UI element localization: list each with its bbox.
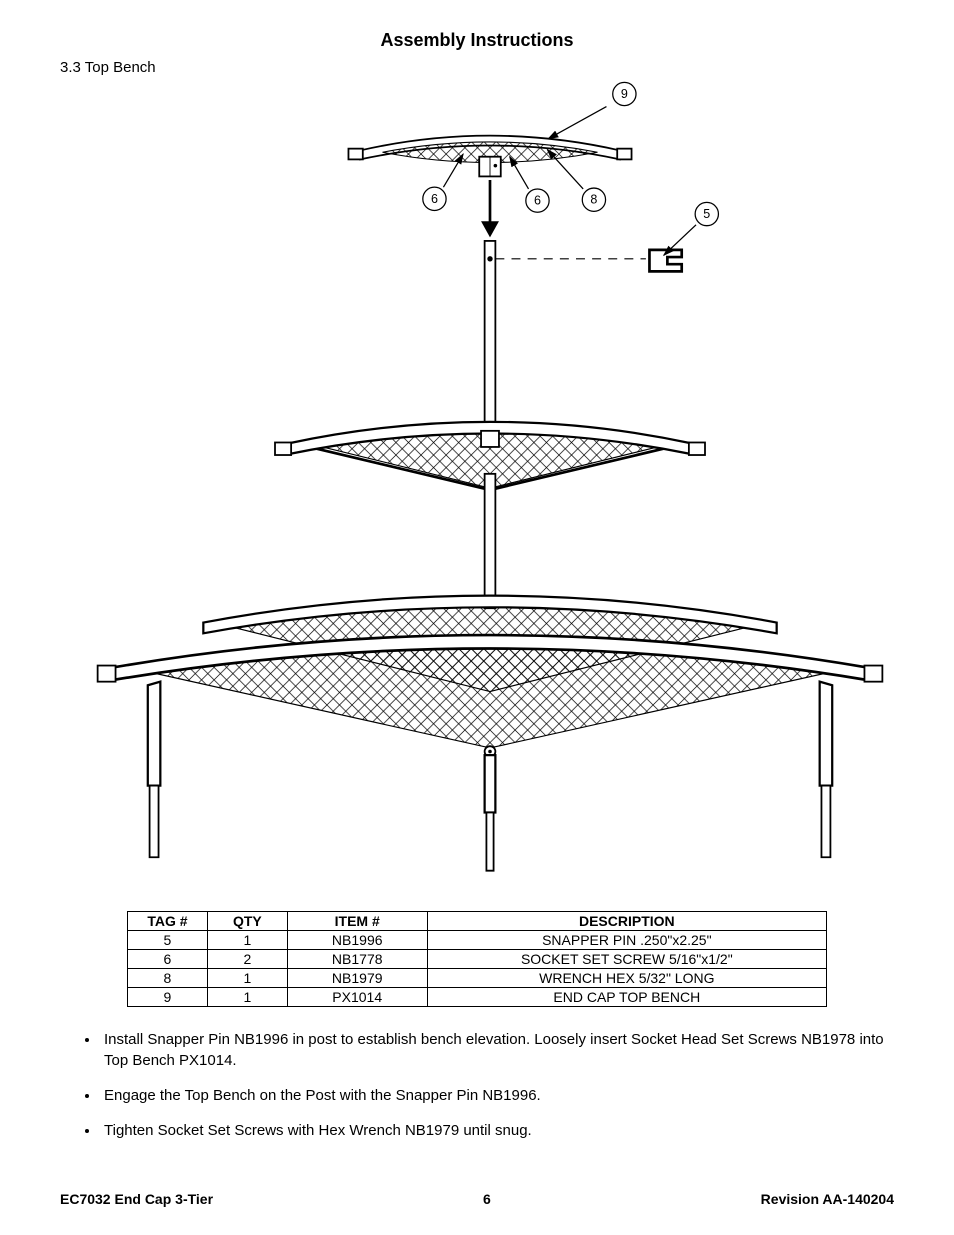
table-cell: 6 bbox=[128, 950, 208, 969]
table-header-row: TAG # QTY ITEM # DESCRIPTION bbox=[128, 912, 827, 931]
svg-text:6: 6 bbox=[431, 192, 438, 206]
table-cell: NB1778 bbox=[287, 950, 427, 969]
svg-text:8: 8 bbox=[590, 193, 597, 207]
table-cell: PX1014 bbox=[287, 988, 427, 1007]
footer-center: 6 bbox=[483, 1191, 491, 1207]
footer-left: EC7032 End Cap 3-Tier bbox=[60, 1191, 213, 1207]
table-row: 62NB1778SOCKET SET SCREW 5/16"x1/2" bbox=[128, 950, 827, 969]
table-cell: WRENCH HEX 5/32" LONG bbox=[427, 969, 826, 988]
table-cell: 1 bbox=[207, 931, 287, 950]
svg-text:6: 6 bbox=[534, 194, 541, 208]
table-row: 81NB1979WRENCH HEX 5/32" LONG bbox=[128, 969, 827, 988]
instruction-step: Engage the Top Bench on the Post with th… bbox=[100, 1085, 894, 1106]
footer-right: Revision AA-140204 bbox=[761, 1191, 894, 1207]
table-cell: NB1996 bbox=[287, 931, 427, 950]
table-cell: 2 bbox=[207, 950, 287, 969]
table-cell: 5 bbox=[128, 931, 208, 950]
table-cell: 1 bbox=[207, 969, 287, 988]
table-cell: 8 bbox=[128, 969, 208, 988]
table-cell: END CAP TOP BENCH bbox=[427, 988, 826, 1007]
th-desc: DESCRIPTION bbox=[427, 912, 826, 931]
table-row: 91PX1014END CAP TOP BENCH bbox=[128, 988, 827, 1007]
svg-text:5: 5 bbox=[703, 207, 710, 221]
instruction-step: Tighten Socket Set Screws with Hex Wrenc… bbox=[100, 1120, 894, 1141]
table-row: 51NB1996SNAPPER PIN .250"x2.25" bbox=[128, 931, 827, 950]
th-qty: QTY bbox=[207, 912, 287, 931]
page-footer: EC7032 End Cap 3-Tier 6 Revision AA-1402… bbox=[60, 1191, 894, 1207]
svg-text:9: 9 bbox=[621, 87, 628, 101]
table-cell: SOCKET SET SCREW 5/16"x1/2" bbox=[427, 950, 826, 969]
parts-table: TAG # QTY ITEM # DESCRIPTION 51NB1996SNA… bbox=[127, 911, 827, 1007]
table-cell: NB1979 bbox=[287, 969, 427, 988]
th-item: ITEM # bbox=[287, 912, 427, 931]
assembly-diagram: 9 6 6 8 5 bbox=[60, 66, 894, 901]
table-cell: 1 bbox=[207, 988, 287, 1007]
instruction-step: Install Snapper Pin NB1996 in post to es… bbox=[100, 1029, 894, 1071]
instruction-steps: Install Snapper Pin NB1996 in post to es… bbox=[100, 1029, 894, 1141]
table-cell: SNAPPER PIN .250"x2.25" bbox=[427, 931, 826, 950]
page-title: Assembly Instructions bbox=[60, 30, 894, 51]
th-tag: TAG # bbox=[128, 912, 208, 931]
table-cell: 9 bbox=[128, 988, 208, 1007]
